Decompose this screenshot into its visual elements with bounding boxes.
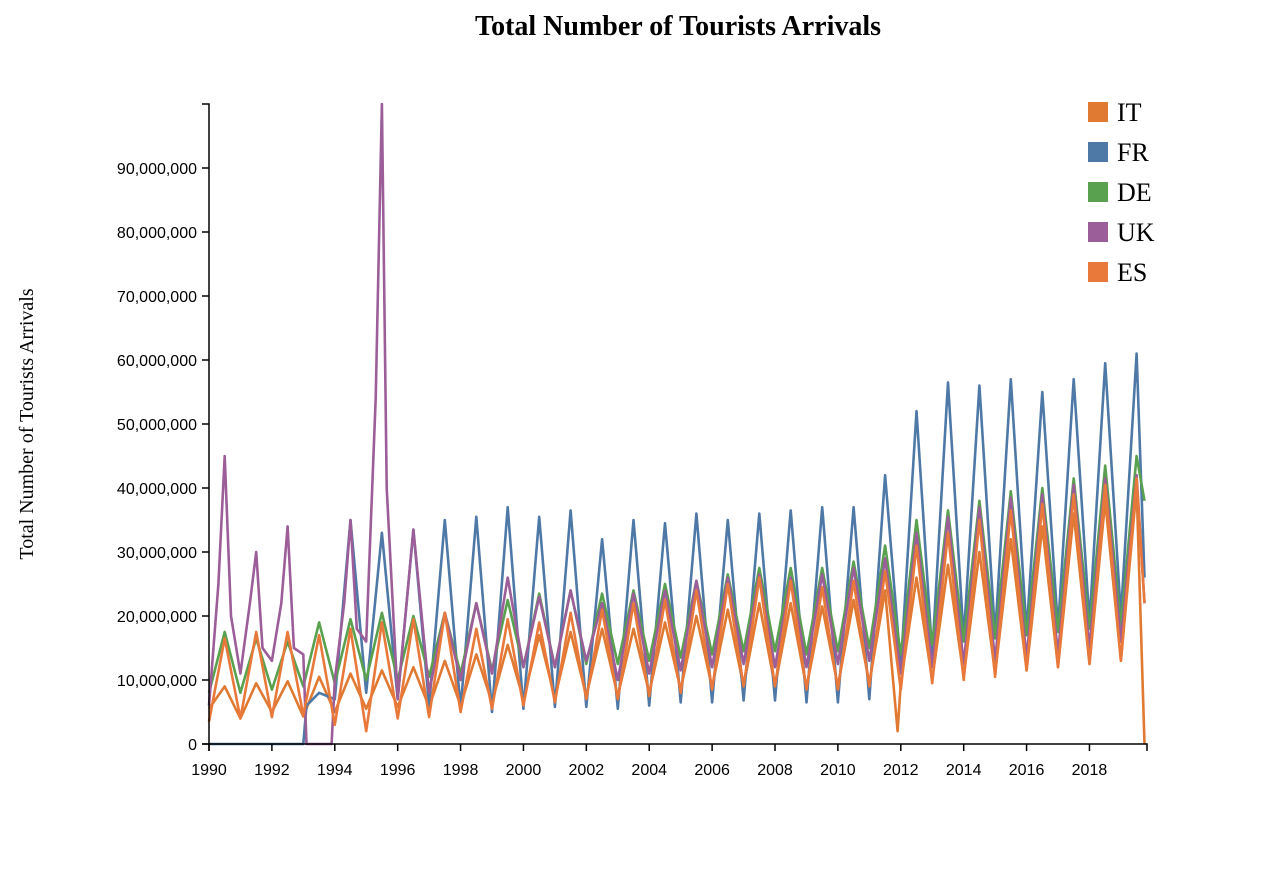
legend-item-uk: UK <box>1088 218 1155 247</box>
legend-swatch <box>1088 102 1108 122</box>
y-tick-label: 90,000,000 <box>117 161 197 178</box>
legend-label: ES <box>1117 258 1147 287</box>
legend-label: FR <box>1117 138 1149 167</box>
x-tick-label: 1992 <box>254 762 290 779</box>
legend-item-de: DE <box>1088 178 1152 207</box>
y-tick-label: 20,000,000 <box>117 609 197 626</box>
legend-swatch <box>1088 262 1108 282</box>
x-tick-label: 1994 <box>317 762 353 779</box>
y-axis: 0 10,000,000 20,000,000 30,000,000 40,000,00… <box>117 103 210 754</box>
y-tick-label: 30,000,000 <box>117 545 197 562</box>
legend-swatch <box>1088 142 1108 162</box>
y-tick-label: 40,000,000 <box>117 481 197 498</box>
legend-label: UK <box>1117 218 1155 247</box>
y-tick: 20,000,000 <box>117 609 209 626</box>
x-tick: 2006 <box>694 744 730 779</box>
legend-swatch <box>1088 222 1108 242</box>
x-tick-label: 1996 <box>380 762 416 779</box>
x-tick-label: 2004 <box>631 762 667 779</box>
y-tick: 50,000,000 <box>117 417 209 434</box>
y-tick-label: 0 <box>188 737 197 754</box>
legend-label: DE <box>1117 178 1152 207</box>
legend-item-fr: FR <box>1088 138 1149 167</box>
y-tick-label: 10,000,000 <box>117 673 197 690</box>
y-tick-label: 80,000,000 <box>117 225 197 242</box>
x-axis: 1990 1992 1994 1996 1998 2000 2002 2004 2006 2008… <box>191 743 1148 779</box>
x-axis-line <box>208 743 1148 751</box>
x-tick-label: 1990 <box>191 762 227 779</box>
series-line-uk <box>207 102 1146 746</box>
x-tick: 1996 <box>380 744 416 779</box>
x-tick: 2000 <box>506 744 542 779</box>
x-tick: 2010 <box>820 744 856 779</box>
x-tick: 1992 <box>254 744 290 779</box>
x-tick-label: 2002 <box>569 762 605 779</box>
y-tick: 10,000,000 <box>117 673 209 690</box>
y-tick: 60,000,000 <box>117 353 209 370</box>
x-tick: 2016 <box>1009 744 1045 779</box>
x-tick: 2018 <box>1072 744 1108 779</box>
x-tick-label: 2018 <box>1072 762 1108 779</box>
legend-swatch <box>1088 182 1108 202</box>
y-tick: 70,000,000 <box>117 289 209 306</box>
x-tick: 2014 <box>946 744 982 779</box>
y-tick-label: 50,000,000 <box>117 417 197 434</box>
y-tick: 40,000,000 <box>117 481 209 498</box>
x-tick-label: 2016 <box>1009 762 1045 779</box>
y-tick: 0 <box>188 737 209 754</box>
x-tick: 1994 <box>317 744 353 779</box>
legend-item-it: IT <box>1088 98 1142 127</box>
legend-item-es: ES <box>1088 258 1147 287</box>
x-tick: 2004 <box>631 744 667 779</box>
y-tick-label: 70,000,000 <box>117 289 197 306</box>
y-tick-label: 60,000,000 <box>117 353 197 370</box>
x-tick-label: 2014 <box>946 762 982 779</box>
x-tick-label: 2006 <box>694 762 730 779</box>
series-line-es <box>207 477 1146 733</box>
x-tick-label: 2000 <box>506 762 542 779</box>
x-tick-label: 2012 <box>883 762 919 779</box>
y-tick: 80,000,000 <box>117 225 209 242</box>
legend: IT FR DE UK ES <box>1088 98 1155 287</box>
legend-label: IT <box>1117 98 1142 127</box>
series-line-de <box>207 454 1146 695</box>
x-tick: 2008 <box>757 744 793 779</box>
x-tick: 1998 <box>443 744 479 779</box>
y-tick: 90,000,000 <box>117 161 209 178</box>
x-tick: 1990 <box>191 744 227 779</box>
y-tick: 30,000,000 <box>117 545 209 562</box>
chart-title: Total Number of Tourists Arrivals <box>475 11 881 42</box>
x-tick: 2012 <box>883 744 919 779</box>
x-tick-label: 2008 <box>757 762 793 779</box>
plot-lines <box>207 102 1146 746</box>
x-tick-label: 1998 <box>443 762 479 779</box>
y-axis-label: Total Number of Tourists Arrivals <box>16 288 38 559</box>
x-tick-label: 2010 <box>820 762 856 779</box>
x-tick: 2002 <box>569 744 605 779</box>
